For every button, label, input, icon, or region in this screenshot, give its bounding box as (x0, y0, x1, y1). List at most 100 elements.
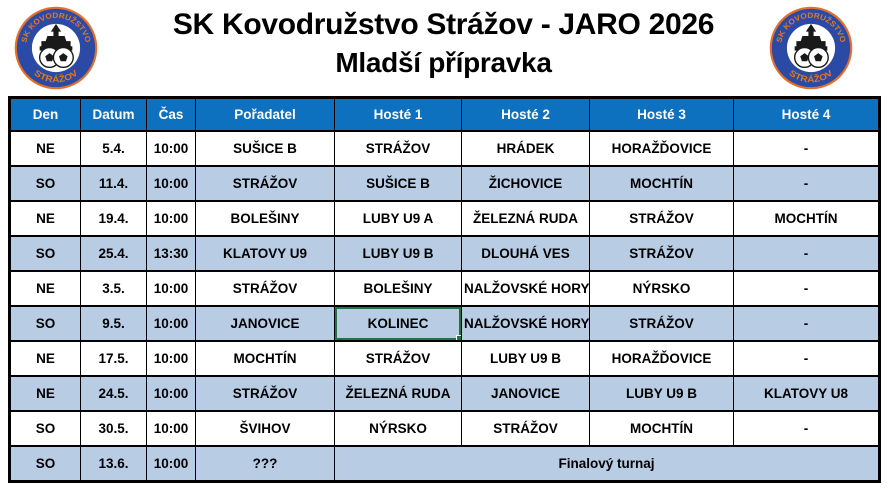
cell-cas[interactable]: 10:00 (146, 200, 196, 237)
cell-h3[interactable]: MOCHTÍN (589, 165, 734, 202)
cell-h1[interactable]: KOLINEC (334, 305, 462, 342)
cell-poradatel[interactable]: STRÁŽOV (195, 165, 335, 202)
cell-h1[interactable]: LUBY U9 A (334, 200, 462, 237)
cell-poradatel[interactable]: JANOVICE (195, 305, 335, 342)
cell-poradatel[interactable]: ??? (195, 445, 335, 483)
cell-cas[interactable]: 10:00 (146, 410, 196, 447)
cell-cas[interactable]: 13:30 (146, 235, 196, 272)
table-row: NE 17.5. 10:00 MOCHTÍN STRÁŽOV LUBY U9 B HORAŽ… (9, 340, 880, 377)
cell-datum[interactable]: 3.5. (80, 270, 147, 307)
cell-cas[interactable]: 10:00 (146, 445, 196, 483)
cell-datum[interactable]: 25.4. (80, 235, 147, 272)
cell-h3[interactable]: MOCHTÍN (589, 410, 734, 447)
cell-den[interactable]: SO (9, 305, 81, 342)
cell-h3[interactable]: STRÁŽOV (589, 305, 734, 342)
column-header-hoste-4[interactable]: Hosté 4 (733, 96, 880, 132)
table-row: SO 25.4. 13:30 KLATOVY U9 LUBY U9 B DLOUHÁ VE… (9, 235, 880, 272)
table-header-row: Den Datum Čas Pořadatel Hosté 1 Hosté 2 … (9, 96, 880, 132)
football-icon (38, 46, 74, 69)
cell-den[interactable]: NE (9, 375, 81, 412)
column-header-den[interactable]: Den (9, 96, 81, 132)
club-badge: SK KOVODRUŽSTVO STRÁŽOV (769, 6, 853, 90)
cell-h4[interactable]: - (733, 410, 880, 447)
cell-poradatel[interactable]: STRÁŽOV (195, 375, 335, 412)
cell-den[interactable]: SO (9, 445, 81, 483)
cell-h1[interactable]: BOLEŠINY (334, 270, 462, 307)
cell-h3[interactable]: STRÁŽOV (589, 235, 734, 272)
cell-h2[interactable]: JANOVICE (461, 375, 590, 412)
cell-poradatel[interactable]: KLATOVY U9 (195, 235, 335, 272)
cell-h4[interactable]: - (733, 235, 880, 272)
cell-h4[interactable]: - (733, 165, 880, 202)
cell-cas[interactable]: 10:00 (146, 340, 196, 377)
cell-den[interactable]: NE (9, 200, 81, 237)
column-header-cas[interactable]: Čas (146, 96, 196, 132)
cell-h4[interactable]: MOCHTÍN (733, 200, 880, 237)
cell-datum[interactable]: 24.5. (80, 375, 147, 412)
column-header-hoste-3[interactable]: Hosté 3 (589, 96, 734, 132)
cell-h3[interactable]: HORAŽĎOVICE (589, 130, 734, 167)
cell-h4[interactable]: - (733, 270, 880, 307)
cell-poradatel[interactable]: STRÁŽOV (195, 270, 335, 307)
cell-poradatel[interactable]: MOCHTÍN (195, 340, 335, 377)
cell-h3[interactable]: HORAŽĎOVICE (589, 340, 734, 377)
table-row: NE 24.5. 10:00 STRÁŽOV ŽELEZNÁ RUDA JANOVICE L… (9, 375, 880, 412)
cell-h1[interactable]: STRÁŽOV (334, 340, 462, 377)
cell-h3[interactable]: NÝRSKO (589, 270, 734, 307)
cell-den[interactable]: NE (9, 340, 81, 377)
column-header-poradatel[interactable]: Pořadatel (195, 96, 335, 132)
cell-datum[interactable]: 5.4. (80, 130, 147, 167)
cell-h1[interactable]: SUŠICE B (334, 165, 462, 202)
cell-h2[interactable]: ŽICHOVICE (461, 165, 590, 202)
cell-h2[interactable]: DLOUHÁ VES (461, 235, 590, 272)
cell-h2[interactable]: ŽELEZNÁ RUDA (461, 200, 590, 237)
cell-den[interactable]: NE (9, 270, 81, 307)
cell-datum[interactable]: 19.4. (80, 200, 147, 237)
cell-datum[interactable]: 17.5. (80, 340, 147, 377)
schedule-table-body: NE 5.4. 10:00 SUŠICE B STRÁŽOV HRÁDEK HORAŽĎOV… (9, 130, 880, 483)
cell-h1[interactable]: LUBY U9 B (334, 235, 462, 272)
table-row: SO 30.5. 10:00 ŠVIHOV NÝRSKO STRÁŽOV MOCHTÍN - (9, 410, 880, 447)
schedule-table: Den Datum Čas Pořadatel Hosté 1 Hosté 2 … (8, 96, 881, 483)
page-title: SK Kovodružstvo Strážov - JARO 2026 (172, 8, 715, 41)
cell-poradatel[interactable]: SUŠICE B (195, 130, 335, 167)
cell-h4[interactable]: - (733, 305, 880, 342)
cell-cas[interactable]: 10:00 (146, 305, 196, 342)
cell-cas[interactable]: 10:00 (146, 270, 196, 307)
cell-h4[interactable]: - (733, 130, 880, 167)
cell-note[interactable]: Finalový turnaj (334, 445, 880, 483)
cell-den[interactable]: SO (9, 410, 81, 447)
cell-h3[interactable]: LUBY U9 B (589, 375, 734, 412)
cell-datum[interactable]: 9.5. (80, 305, 147, 342)
cell-cas[interactable]: 10:00 (146, 375, 196, 412)
cell-poradatel[interactable]: ŠVIHOV (195, 410, 335, 447)
cell-den[interactable]: SO (9, 235, 81, 272)
cell-h3[interactable]: STRÁŽOV (589, 200, 734, 237)
cell-h1[interactable]: STRÁŽOV (334, 130, 462, 167)
cell-h4[interactable]: KLATOVY U8 (733, 375, 880, 412)
cell-den[interactable]: SO (9, 165, 81, 202)
badge-bottom-text: STRÁŽOV (33, 68, 80, 85)
cell-h2[interactable]: NALŽOVSKÉ HORY (461, 305, 590, 342)
column-header-hoste-2[interactable]: Hosté 2 (461, 96, 590, 132)
cell-h4[interactable]: - (733, 340, 880, 377)
column-header-datum[interactable]: Datum (80, 96, 147, 132)
column-header-hoste-1[interactable]: Hosté 1 (334, 96, 462, 132)
cell-h2[interactable]: STRÁŽOV (461, 410, 590, 447)
cell-h2[interactable]: LUBY U9 B (461, 340, 590, 377)
cell-h2[interactable]: NALŽOVSKÉ HORY (461, 270, 590, 307)
table-row: SO 13.6. 10:00??? Finalový turnaj (9, 445, 880, 483)
table-row: NE 3.5. 10:00 STRÁŽOV BOLEŠINY NALŽOVSKÉ HORY… (9, 270, 880, 307)
table-row: SO 11.4. 10:00 STRÁŽOV SUŠICE B ŽICHOVICE MOCH… (9, 165, 880, 202)
cell-h1[interactable]: ŽELEZNÁ RUDA (334, 375, 462, 412)
cell-datum[interactable]: 13.6. (80, 445, 147, 483)
cell-datum[interactable]: 30.5. (80, 410, 147, 447)
cell-poradatel[interactable]: BOLEŠINY (195, 200, 335, 237)
table-row: NE 19.4. 10:00 BOLEŠINY LUBY U9 A ŽELEZNÁ RUD… (9, 200, 880, 237)
cell-den[interactable]: NE (9, 130, 81, 167)
cell-cas[interactable]: 10:00 (146, 130, 196, 167)
cell-datum[interactable]: 11.4. (80, 165, 147, 202)
cell-cas[interactable]: 10:00 (146, 165, 196, 202)
cell-h1[interactable]: NÝRSKO (334, 410, 462, 447)
cell-h2[interactable]: HRÁDEK (461, 130, 590, 167)
